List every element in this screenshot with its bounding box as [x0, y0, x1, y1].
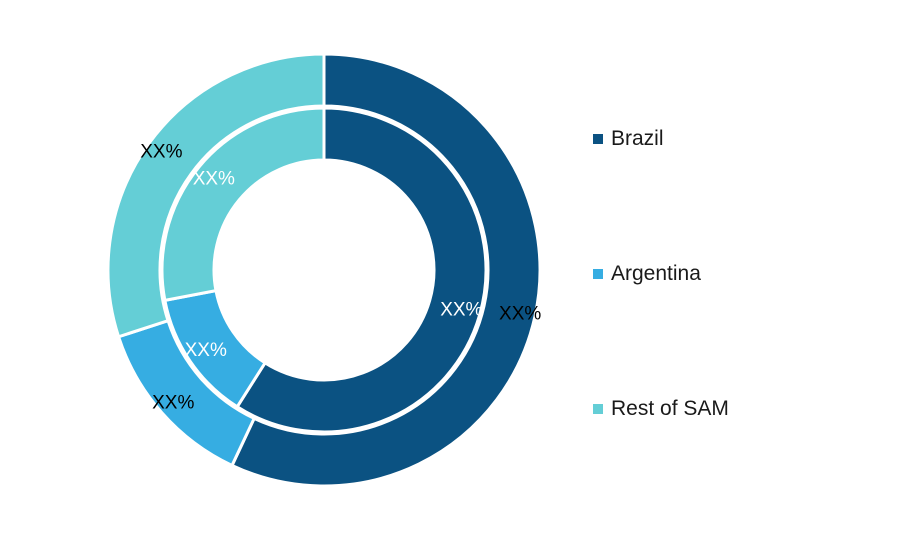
outer-slice-label-brazil: XX%: [499, 303, 541, 324]
outer-slice-brazil: [230, 52, 542, 488]
inner-slice-rest-of-sam: [160, 106, 326, 303]
outer-slice-label-argentina: XX%: [152, 392, 194, 413]
inner-slice-label-brazil: XX%: [440, 299, 482, 320]
outer-slice-rest-of-sam: [106, 52, 326, 339]
legend-swatch-brazil: [593, 134, 603, 144]
legend-label-rest-of-sam: Rest of SAM: [611, 397, 729, 420]
legend-item-rest-of-sam: Rest of SAM: [593, 397, 729, 421]
legend-swatch-rest-of-sam: [593, 404, 603, 414]
legend-item-argentina: Argentina: [593, 262, 701, 286]
legend-swatch-argentina: [593, 269, 603, 279]
legend-label-argentina: Argentina: [611, 262, 701, 285]
legend-label-brazil: Brazil: [611, 127, 664, 150]
legend-item-brazil: Brazil: [593, 127, 664, 151]
inner-slice-label-rest-of-sam: XX%: [193, 168, 235, 189]
inner-slice-brazil: [235, 106, 488, 434]
inner-slice-label-argentina: XX%: [185, 340, 227, 361]
outer-slice-label-rest-of-sam: XX%: [140, 141, 182, 162]
